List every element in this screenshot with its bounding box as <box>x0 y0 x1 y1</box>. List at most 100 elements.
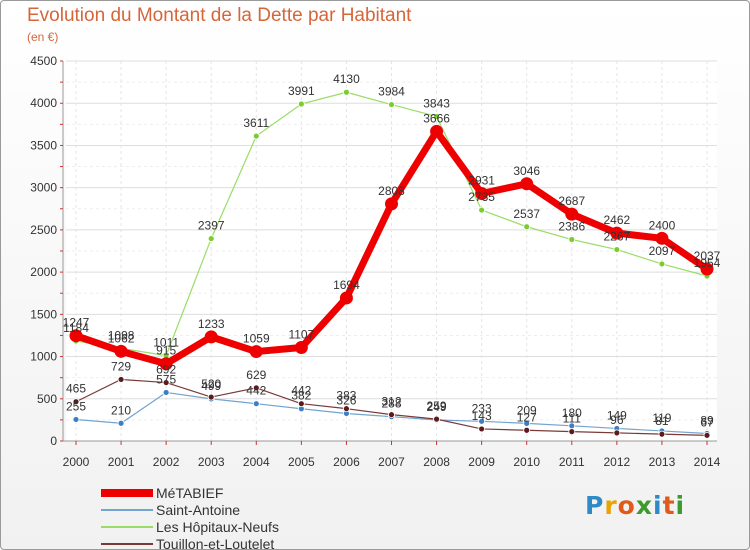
data-label-les-hopitaux-neufs: 1011 <box>153 336 179 350</box>
data-point-saint-antoine <box>72 416 80 423</box>
data-point-metabief <box>610 226 624 240</box>
legend-swatch <box>101 489 153 497</box>
data-point-metabief <box>430 124 444 138</box>
data-label-metabief: 915 <box>156 344 176 358</box>
data-label-saint-antoine: 89 <box>700 413 714 427</box>
data-label-saint-antoine: 180 <box>562 406 582 420</box>
data-label-les-hopitaux-neufs: 2386 <box>558 220 585 234</box>
data-label-les-hopitaux-neufs: 3991 <box>288 84 315 98</box>
data-point-saint-antoine <box>252 400 260 408</box>
data-point-les-hopitaux-neufs <box>343 88 350 96</box>
data-point-saint-antoine <box>117 419 125 427</box>
y-tick-label: 0 <box>50 434 57 448</box>
data-label-saint-antoine: 499 <box>201 379 221 393</box>
data-point-les-hopitaux-neufs <box>297 100 305 108</box>
data-label-les-hopitaux-neufs: 1954 <box>694 256 721 270</box>
data-point-touillon-et-loutelet <box>297 400 305 408</box>
data-label-touillon-et-loutelet: 629 <box>246 368 266 382</box>
data-label-les-hopitaux-neufs: 2735 <box>468 190 495 204</box>
data-label-les-hopitaux-neufs: 2267 <box>604 230 631 244</box>
y-tick-label: 500 <box>37 392 57 406</box>
data-label-touillon-et-loutelet: 520 <box>201 377 221 391</box>
data-label-saint-antoine: 288 <box>381 397 401 411</box>
data-point-touillon-et-loutelet <box>613 429 621 437</box>
y-tick-label: 1000 <box>30 350 57 364</box>
data-label-les-hopitaux-neufs: 2537 <box>513 207 540 221</box>
data-point-les-hopitaux-neufs <box>568 236 576 243</box>
data-point-touillon-et-loutelet <box>162 379 170 386</box>
data-label-metabief: 1247 <box>63 316 90 330</box>
data-label-saint-antoine: 326 <box>336 393 356 407</box>
data-label-touillon-et-loutelet: 111 <box>563 412 582 426</box>
data-point-metabief <box>655 231 669 245</box>
data-label-les-hopitaux-neufs: 2397 <box>198 219 225 233</box>
data-label-metabief: 1059 <box>243 332 270 346</box>
data-point-touillon-et-loutelet <box>72 398 80 406</box>
data-point-les-hopitaux-neufs <box>433 113 440 120</box>
data-point-touillon-et-loutelet <box>568 428 576 436</box>
data-label-les-hopitaux-neufs: 3843 <box>423 96 450 110</box>
data-point-metabief <box>385 197 398 211</box>
logo-letter: x <box>635 491 653 520</box>
x-tick-label: 2012 <box>604 455 631 469</box>
legend-label: Touillon-et-Loutelet <box>156 536 275 550</box>
data-point-touillon-et-loutelet <box>433 415 440 423</box>
data-label-touillon-et-loutelet: 442 <box>291 384 311 398</box>
data-label-saint-antoine: 233 <box>472 401 492 415</box>
data-point-metabief <box>294 341 308 355</box>
data-label-touillon-et-loutelet: 96 <box>610 413 624 427</box>
data-label-touillon-et-loutelet: 143 <box>472 409 492 423</box>
data-label-les-hopitaux-neufs: 2097 <box>649 244 676 258</box>
data-point-touillon-et-loutelet <box>117 376 125 383</box>
x-tick-label: 2000 <box>63 455 90 469</box>
data-point-metabief <box>700 262 714 276</box>
data-label-saint-antoine: 119 <box>652 411 671 425</box>
data-point-les-hopitaux-neufs <box>252 132 260 140</box>
data-label-touillon-et-loutelet: 67 <box>700 415 714 429</box>
data-label-metabief: 2931 <box>468 173 495 187</box>
x-tick-label: 2010 <box>513 455 540 469</box>
data-label-saint-antoine: 575 <box>156 372 176 386</box>
data-point-les-hopitaux-neufs <box>523 223 531 231</box>
data-label-touillon-et-loutelet: 81 <box>655 414 669 428</box>
data-label-metabief: 2400 <box>649 218 676 232</box>
y-tick-label: 2500 <box>30 223 57 237</box>
data-point-touillon-et-loutelet <box>207 393 215 401</box>
data-point-metabief <box>114 344 128 358</box>
x-tick-label: 2003 <box>198 455 225 469</box>
data-label-saint-antoine: 149 <box>607 408 627 422</box>
data-label-metabief: 1062 <box>108 331 135 345</box>
data-point-metabief <box>339 291 353 305</box>
data-point-touillon-et-loutelet <box>658 430 666 438</box>
x-tick-label: 2001 <box>108 455 135 469</box>
data-point-les-hopitaux-neufs <box>613 246 621 253</box>
x-tick-label: 2011 <box>559 455 585 469</box>
data-label-saint-antoine: 249 <box>427 400 447 414</box>
x-tick-label: 2004 <box>243 455 270 469</box>
data-label-saint-antoine: 209 <box>517 403 537 417</box>
y-tick-label: 2000 <box>30 265 57 279</box>
logo-letter: r <box>604 491 618 520</box>
chart-title: Evolution du Montant de la Dette par Hab… <box>27 5 412 26</box>
data-point-touillon-et-loutelet <box>523 426 531 434</box>
data-label-saint-antoine: 382 <box>291 389 311 403</box>
legend-label: MéTABIEF <box>156 485 224 501</box>
x-tick-label: 2002 <box>153 455 180 469</box>
logo-letter: i <box>653 491 663 520</box>
data-label-metabief: 2687 <box>558 194 585 208</box>
x-tick-label: 2005 <box>288 455 315 469</box>
data-label-metabief: 1107 <box>288 328 314 342</box>
data-point-saint-antoine <box>523 419 531 427</box>
data-label-les-hopitaux-neufs: 1184 <box>63 321 89 335</box>
data-point-metabief <box>249 345 263 359</box>
y-tick-label: 1500 <box>30 307 57 321</box>
data-label-les-hopitaux-neufs: 4130 <box>333 72 360 86</box>
data-point-touillon-et-loutelet <box>252 384 260 392</box>
data-label-saint-antoine: 210 <box>111 403 131 417</box>
data-label-metabief: 3666 <box>423 111 450 125</box>
data-label-touillon-et-loutelet: 383 <box>336 389 356 403</box>
legend-swatch <box>101 509 153 511</box>
data-point-touillon-et-loutelet <box>388 411 395 419</box>
